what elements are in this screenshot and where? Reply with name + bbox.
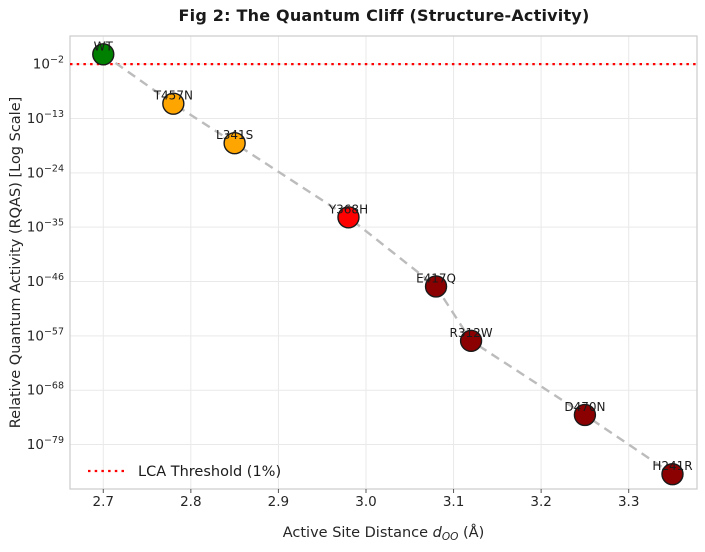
point-label-E417Q: E417Q bbox=[416, 271, 456, 285]
y-tick-label: 10−79 bbox=[27, 435, 64, 453]
chart-title: Fig 2: The Quantum Cliff (Structure-Acti… bbox=[178, 6, 590, 25]
x-tick-label: 3.1 bbox=[443, 494, 464, 510]
y-axis-ticks: 10−2 10−13 10−24 10−35 10−46 10−57 10−68 10−79 bbox=[27, 55, 64, 453]
data-point-E417Q bbox=[424, 275, 448, 298]
data-point-H241R bbox=[661, 462, 684, 486]
y-tick-label: 10−13 bbox=[27, 109, 64, 127]
point-label-T457N: T457N bbox=[153, 89, 193, 103]
y-tick-label: 10−57 bbox=[27, 326, 64, 344]
legend: LCA Threshold (1%) bbox=[88, 464, 281, 480]
y-tick-label: 10−35 bbox=[27, 218, 64, 236]
data-point-WT bbox=[92, 43, 115, 66]
point-label-Y368H: Y368H bbox=[328, 202, 368, 216]
y-tick-label: 10−24 bbox=[27, 163, 64, 181]
data-point-Y368H bbox=[337, 206, 360, 229]
point-label-WT: WT bbox=[94, 39, 114, 53]
data-point-L341S bbox=[223, 131, 246, 155]
y-tick-label: 10−2 bbox=[33, 55, 64, 73]
point-label-D470N: D470N bbox=[564, 400, 605, 414]
trend-line bbox=[102, 53, 674, 476]
point-label-R312W: R312W bbox=[450, 326, 493, 340]
x-axis-ticks: 2.7 2.8 2.9 3.0 3.1 3.2 3.3 bbox=[93, 489, 639, 510]
legend-threshold-label: LCA Threshold (1%) bbox=[138, 464, 281, 480]
x-tick-label: 2.8 bbox=[180, 494, 201, 510]
gridlines bbox=[70, 36, 697, 489]
data-point-D470N bbox=[573, 403, 597, 427]
x-tick-label: 3.3 bbox=[618, 494, 639, 510]
y-tick-label: 10−46 bbox=[27, 272, 64, 290]
point-label-H241R: H241R bbox=[652, 459, 692, 473]
data-points bbox=[92, 43, 684, 486]
point-label-L341S: L341S bbox=[216, 128, 253, 142]
x-tick-label: 2.7 bbox=[93, 494, 114, 510]
x-axis-label: Active Site Distance dOO (Å) bbox=[283, 524, 485, 543]
x-tick-label: 2.9 bbox=[268, 494, 289, 510]
x-tick-label: 3.0 bbox=[355, 494, 376, 510]
point-labels: WT T457N L341S Y368H E417Q R312W D470N H241R bbox=[94, 39, 693, 473]
plot-border bbox=[69, 35, 698, 490]
data-point-T457N bbox=[162, 92, 185, 115]
data-point-R312W bbox=[459, 329, 483, 352]
y-axis-label: Relative Quantum Activity (RQAS) [Log Sc… bbox=[8, 97, 24, 429]
x-tick-label: 3.2 bbox=[530, 494, 551, 510]
y-tick-label: 10−68 bbox=[27, 381, 64, 399]
